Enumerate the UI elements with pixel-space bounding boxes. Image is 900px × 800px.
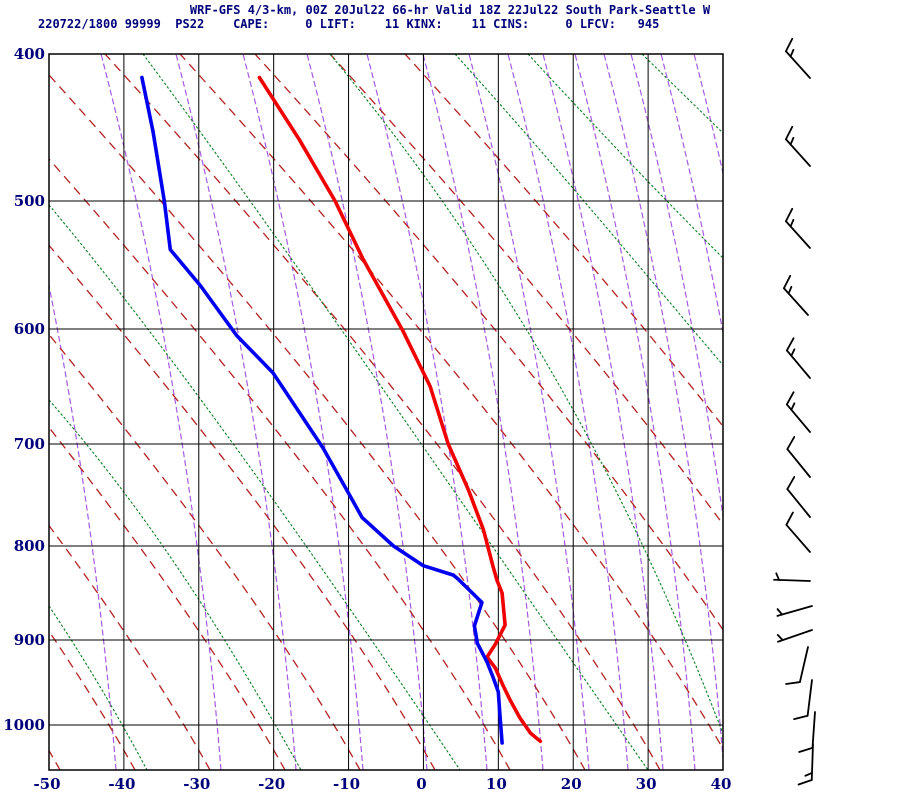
chart-title: WRF-GFS 4/3-km, 00Z 20Jul22 66-hr Valid … [189, 3, 711, 17]
pressure-tick-label: 400 [14, 45, 45, 63]
wind-barb [776, 629, 813, 643]
temp-tick-label: -40 [108, 775, 135, 793]
wind-barb [785, 511, 811, 553]
temp-tick-label: -30 [183, 775, 210, 793]
temp-tick-label: 20 [561, 775, 582, 793]
wind-barb [785, 125, 811, 167]
temp-tick-label: -10 [333, 775, 360, 793]
purple-mixing-ratio-lines [49, 54, 723, 770]
wind-barb [785, 646, 809, 685]
pressure-temp-grid [48, 53, 724, 770]
temperature-trace [257, 75, 543, 743]
temp-tick-label: -50 [33, 775, 60, 793]
temp-tick-label: 30 [636, 775, 657, 793]
wind-barb [776, 605, 813, 617]
wind-barb [785, 391, 811, 433]
pressure-tick-label: 500 [14, 192, 45, 210]
wind-barb [785, 207, 811, 249]
temp-tick-label: 0 [416, 775, 426, 793]
plot-frame [48, 53, 724, 771]
temp-tick-label: -20 [258, 775, 285, 793]
temp-tick-label: 40 [711, 775, 732, 793]
wind-barb [773, 572, 811, 582]
red-dashed-adiabats [49, 54, 723, 770]
green-adiabats [49, 54, 723, 770]
wind-barb-column [773, 37, 816, 786]
wind-barb [785, 37, 811, 79]
chart-subtitle-indices: 220722/1800 99999 PS22 CAPE: 0 LIFT: 11 … [38, 17, 660, 31]
pressure-tick-label: 800 [14, 537, 45, 555]
wind-barb [793, 679, 813, 721]
wind-barb [783, 274, 809, 316]
pressure-tick-label: 900 [14, 631, 45, 649]
wind-barb [798, 711, 816, 753]
pressure-tick-label: 1000 [3, 716, 45, 734]
wind-barb [785, 337, 811, 379]
temp-tick-label: 10 [486, 775, 507, 793]
axis-labels: 400 500 600 700 800 900 1000 -50 -40 -30 -20 -10 0 10… [3, 45, 731, 793]
dewpoint-trace [140, 75, 504, 745]
pressure-tick-label: 700 [14, 435, 45, 453]
isoline-layers [49, 54, 723, 770]
wind-barb [786, 476, 811, 518]
wind-barb [797, 743, 814, 786]
pressure-tick-label: 600 [14, 320, 45, 338]
wind-barb [786, 436, 811, 478]
